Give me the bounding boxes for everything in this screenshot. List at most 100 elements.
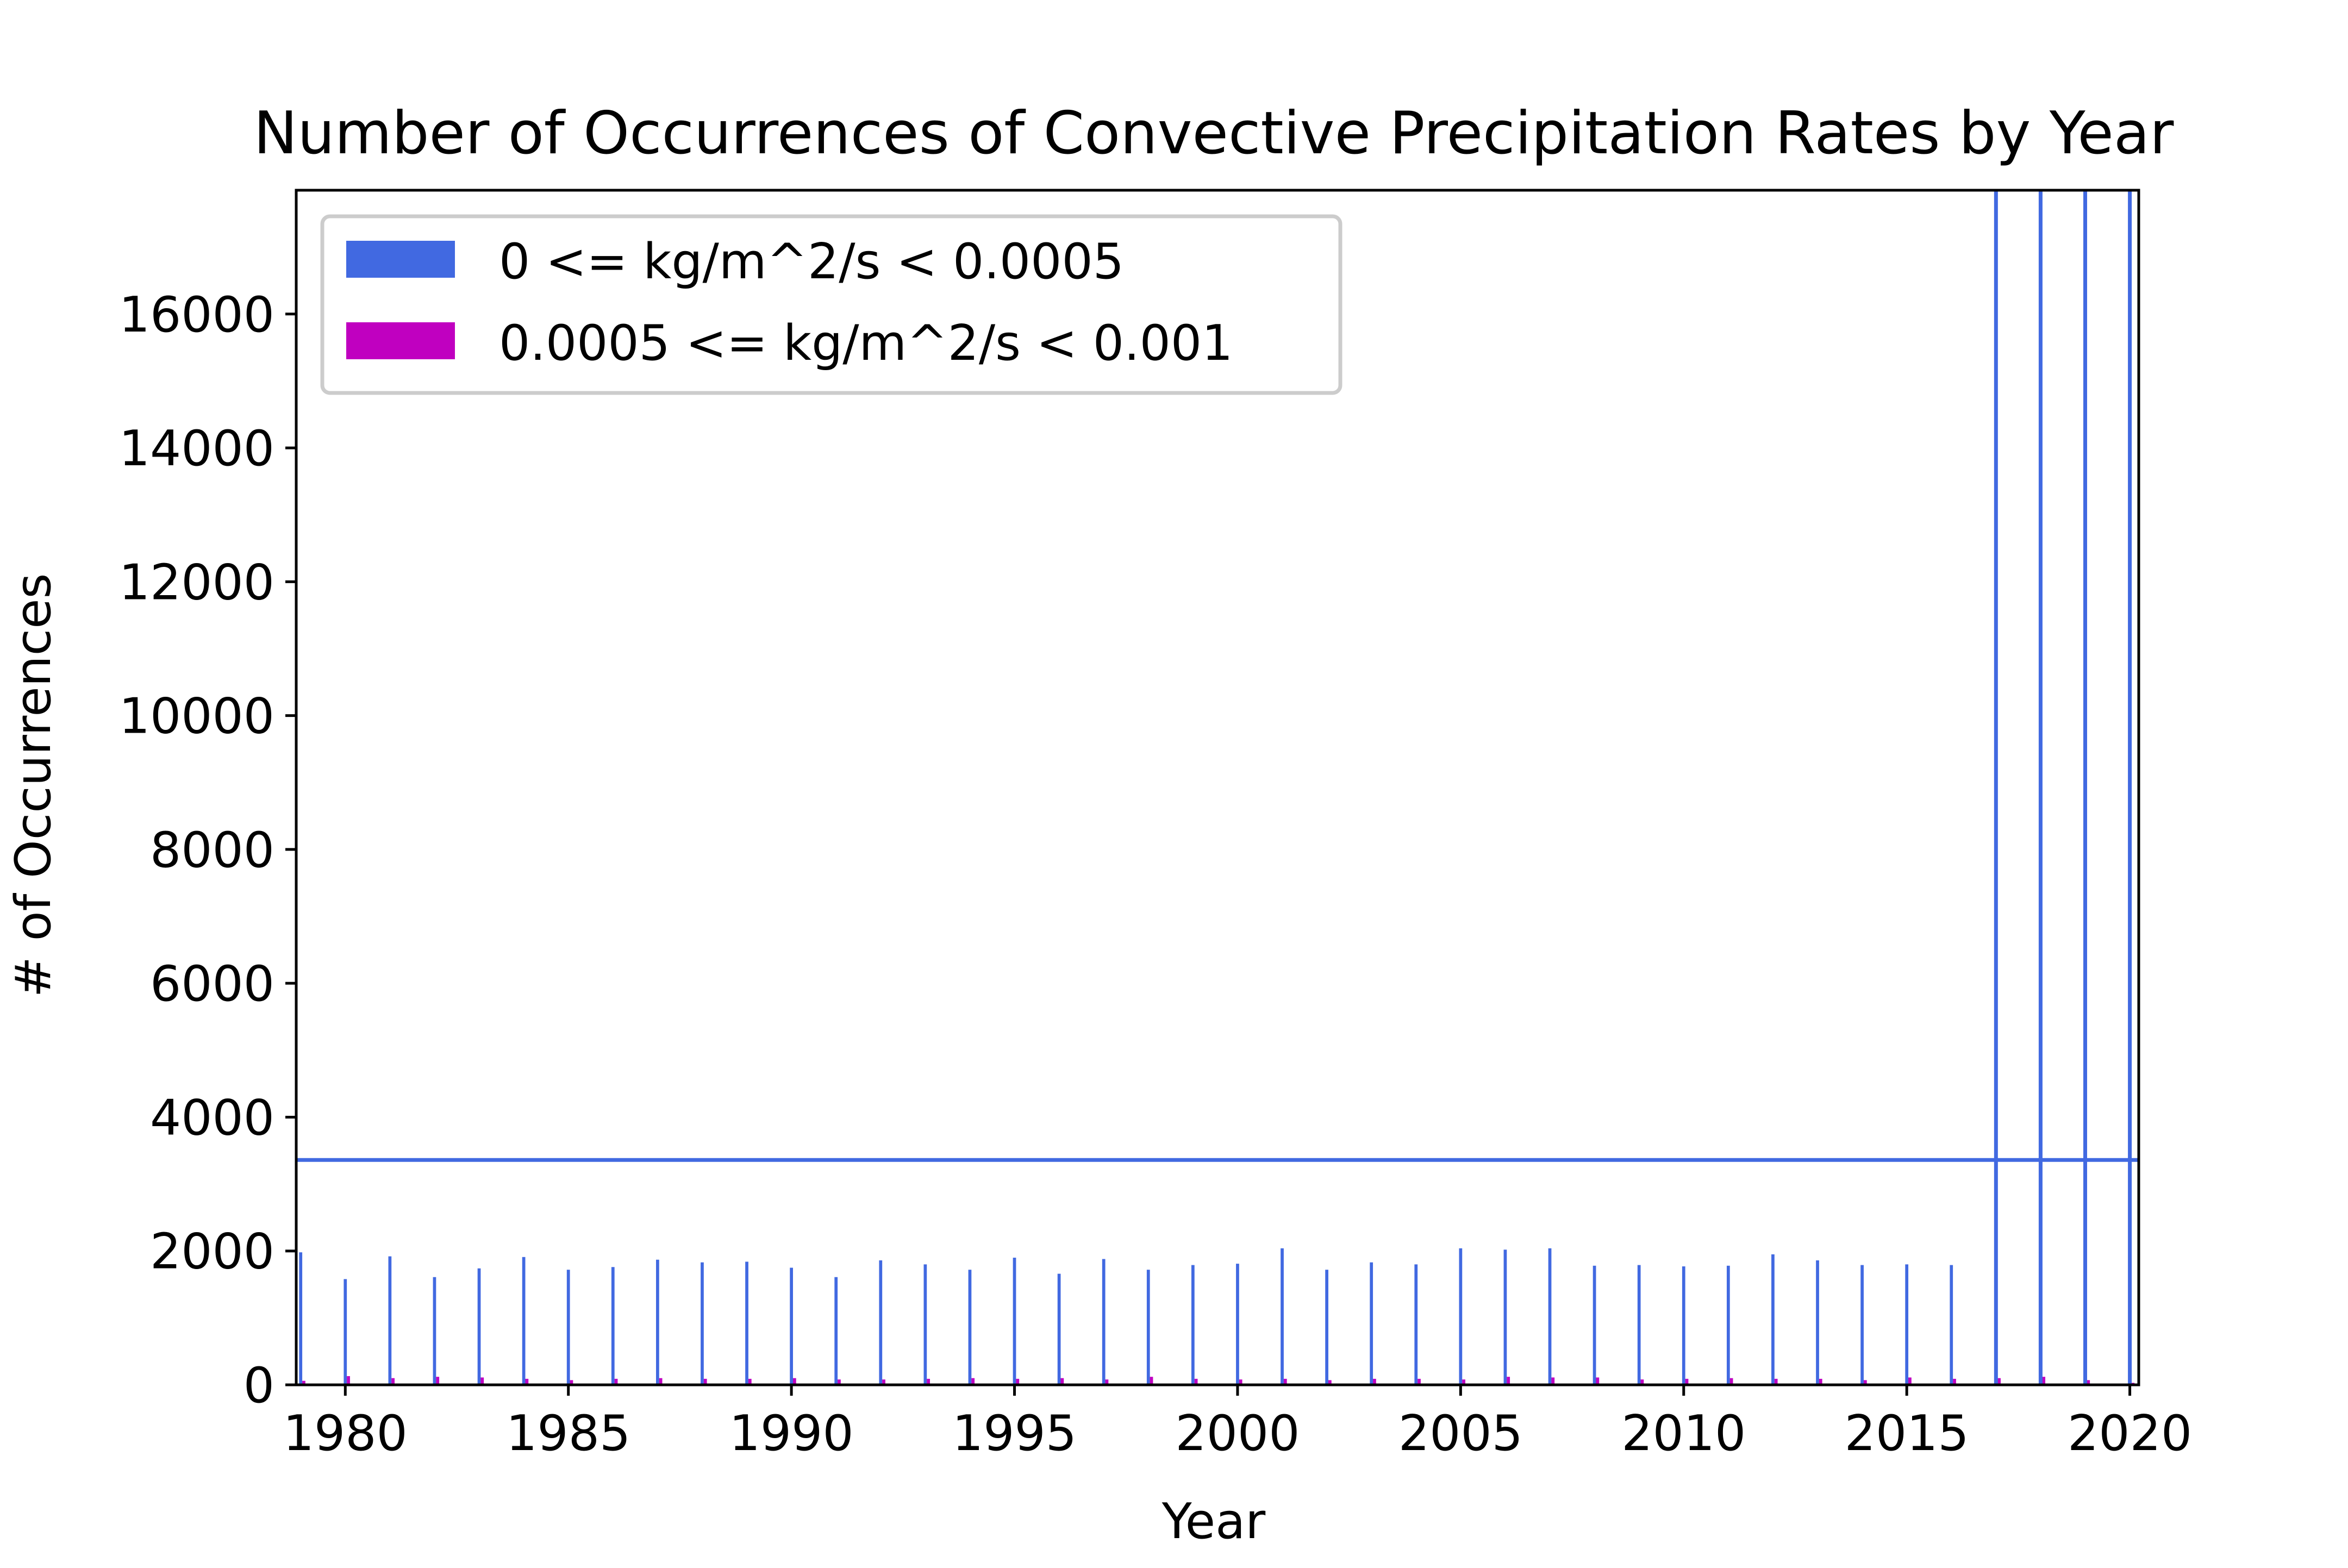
bar-series-2-2001 (1283, 1378, 1287, 1385)
legend-swatch-series-1 (346, 241, 455, 278)
x-tick-label-1995: 1995 (952, 1405, 1077, 1462)
bar-series-1-1983 (477, 1268, 481, 1385)
x-tick-label-1980: 1980 (283, 1405, 408, 1462)
bar-series-1-1984 (522, 1257, 526, 1385)
bar-series-1-2005 (1459, 1248, 1463, 1385)
bar-series-2-2017 (1997, 1378, 2001, 1385)
x-tick-label-2000: 2000 (1175, 1405, 1300, 1462)
bar-series-1-1997 (1102, 1259, 1106, 1385)
bar-series-2-1985 (570, 1380, 573, 1385)
y-tick-label-4000: 4000 (150, 1089, 274, 1146)
bar-series-1-2001 (1281, 1248, 1284, 1385)
bar-series-1-2013 (1816, 1260, 1819, 1385)
bar-series-1-1995 (1013, 1258, 1016, 1385)
bar-series-1-2011 (1726, 1265, 1730, 1385)
y-tick-label-14000: 14000 (119, 420, 274, 477)
y-tick-label-2000: 2000 (150, 1223, 274, 1280)
bar-series-1-2015 (1905, 1264, 1909, 1385)
bar-series-1-1986 (611, 1267, 615, 1385)
x-tick-label-2015: 2015 (1845, 1405, 1969, 1462)
bar-series-1-1982 (433, 1277, 436, 1385)
bar-series-1-2016 (1950, 1265, 1953, 1385)
y-tick-label-6000: 6000 (150, 955, 274, 1013)
bar-series-2-1999 (1194, 1378, 1198, 1385)
bar-series-1-2009 (1637, 1265, 1641, 1385)
bar-series-2-1990 (792, 1378, 796, 1385)
bar-series-2-1982 (436, 1377, 440, 1385)
bar-series-1-1994 (968, 1270, 972, 1385)
bar-series-1-1981 (388, 1256, 392, 1385)
y-axis-label: # of Occurrences (5, 573, 62, 998)
bar-series-2-1983 (480, 1377, 484, 1385)
bar-series-2-2019 (2087, 1380, 2090, 1385)
bar-series-1-1987 (655, 1259, 659, 1385)
bar-series-2-2012 (1774, 1378, 1778, 1385)
legend-swatch-series-2 (346, 322, 455, 359)
bar-series-2-2010 (1685, 1378, 1689, 1385)
y-tick-label-0: 0 (243, 1357, 274, 1414)
x-tick-label-2020: 2020 (2068, 1405, 2192, 1462)
bar-series-1-2002 (1325, 1270, 1328, 1385)
bar-series-2-2008 (1596, 1377, 1600, 1385)
bar-series-2-1995 (1016, 1378, 1020, 1385)
legend: 0 <= kg/m^2/s < 0.0005 0.0005 <= kg/m^2/… (320, 214, 1342, 395)
bar-series-1-2014 (1860, 1265, 1864, 1385)
bar-series-1-1991 (834, 1277, 838, 1385)
bar-series-1-1988 (701, 1262, 704, 1385)
plot-area: 1980 1985 1990 1995 2000 2005 2010 2015 2020 0 200… (119, 189, 2192, 1462)
bar-series-1-2003 (1370, 1262, 1373, 1385)
bar-series-1-1993 (923, 1264, 927, 1385)
bar-series-2-1994 (971, 1378, 975, 1385)
y-tick-label-10000: 10000 (119, 688, 274, 745)
bar-series-2-2005 (1462, 1379, 1465, 1385)
x-axis-label: Year (1161, 1493, 1266, 1550)
bar-series-1-1989 (745, 1261, 748, 1385)
bar-series-1-2006 (1503, 1250, 1507, 1385)
bar-series-2-2016 (1953, 1378, 1956, 1385)
bar-series-2-1997 (1105, 1379, 1109, 1385)
bar-series-1-2010 (1682, 1266, 1685, 1385)
bar-series-1-2000 (1236, 1264, 1239, 1385)
bar-series-1-2004 (1414, 1264, 1418, 1385)
bar-series-2-1987 (659, 1378, 663, 1385)
bar-series-2-2009 (1640, 1379, 1644, 1385)
y-tick-label-16000: 16000 (119, 286, 274, 343)
bar-series-2-1998 (1150, 1377, 1153, 1385)
bar-series-2-2013 (1819, 1378, 1822, 1385)
x-tick-label-2010: 2010 (1621, 1405, 1746, 1462)
bar-series-1-2012 (1771, 1254, 1775, 1385)
legend-box (320, 214, 1342, 395)
bar-series-2-1981 (391, 1378, 395, 1385)
bar-series-2-1991 (838, 1379, 841, 1385)
bar-series-1-1998 (1146, 1270, 1150, 1385)
bar-series-2-1989 (748, 1378, 752, 1385)
bar-series-1-2007 (1548, 1248, 1552, 1385)
bar-series-1-1990 (790, 1267, 793, 1385)
bar-series-2-1984 (525, 1378, 529, 1385)
legend-label-series-2: 0.0005 <= kg/m^2/s < 0.001 (499, 315, 1233, 372)
bar-series-2-2007 (1551, 1377, 1555, 1385)
legend-label-series-1: 0 <= kg/m^2/s < 0.0005 (499, 233, 1124, 290)
bar-series-2-2014 (1863, 1380, 1867, 1385)
bar-series-2-1992 (882, 1379, 885, 1385)
bar-series-2-2011 (1729, 1378, 1733, 1385)
bar-series-1-1985 (566, 1270, 570, 1385)
bar-series-1-1979 (299, 1252, 303, 1385)
bar-series-1-2008 (1593, 1265, 1596, 1385)
bar-series-1-1996 (1057, 1273, 1061, 1385)
bar-series-2-1986 (614, 1378, 618, 1385)
bar-series-2-2006 (1507, 1377, 1510, 1385)
bar-series-2-1980 (347, 1376, 350, 1385)
x-tick-label-2005: 2005 (1398, 1405, 1523, 1462)
bar-series-2-1979 (302, 1380, 305, 1385)
bar-series-2-1988 (703, 1378, 707, 1385)
bar-series-2-1993 (927, 1378, 930, 1385)
y-tick-label-12000: 12000 (119, 554, 274, 611)
bar-series-2-2002 (1328, 1380, 1332, 1385)
bar-series-2-2000 (1239, 1379, 1242, 1385)
bar-series-1-1980 (344, 1279, 347, 1385)
chart-title: Number of Occurrences of Convective Prec… (254, 99, 2174, 167)
axes-frame (295, 189, 2140, 1386)
